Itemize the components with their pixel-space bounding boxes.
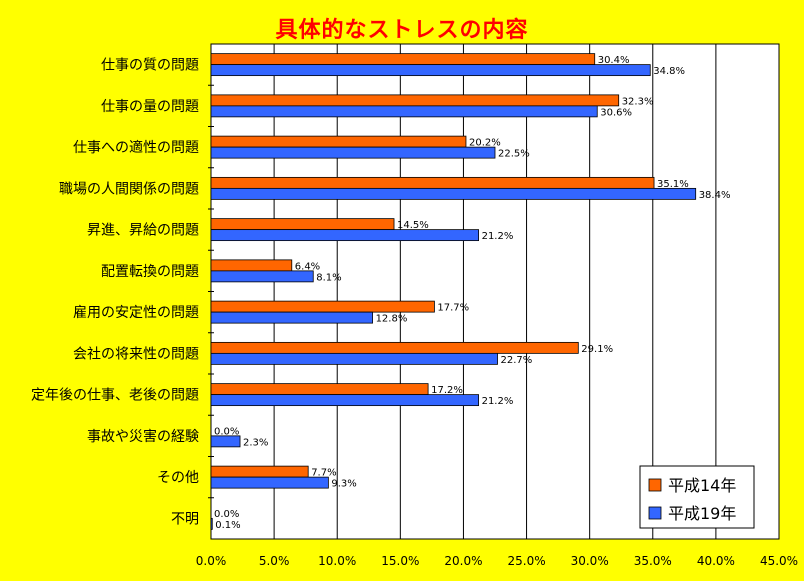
bar-h19	[210, 352, 498, 365]
x-tick-label: 10.0%	[318, 554, 356, 568]
bar-h19	[210, 229, 479, 242]
data-label: 38.4%	[699, 190, 731, 201]
bar-h19	[210, 270, 314, 283]
data-label: 0.0%	[214, 426, 239, 437]
bar-h19	[210, 187, 697, 200]
data-label: 22.7%	[501, 355, 533, 366]
data-label: 20.2%	[469, 138, 501, 149]
category-label: その他	[157, 470, 199, 486]
data-label: 0.0%	[214, 509, 239, 520]
x-tick-label: 40.0%	[697, 554, 735, 568]
data-label: 9.3%	[331, 479, 356, 490]
bar-h14	[210, 465, 309, 478]
data-label: 8.1%	[316, 272, 341, 283]
bar-h14	[210, 53, 596, 66]
data-label: 30.4%	[598, 55, 630, 66]
data-label: 22.5%	[498, 149, 530, 160]
data-label: 14.5%	[397, 220, 429, 231]
data-label: 35.1%	[657, 179, 689, 190]
bar-h14	[210, 176, 655, 189]
bar-h14	[210, 300, 435, 313]
bar-h14	[210, 135, 467, 148]
data-label: 34.8%	[653, 66, 685, 77]
category-label: 配置転換の問題	[101, 264, 199, 280]
legend-swatch	[648, 506, 662, 520]
bar-h14	[210, 218, 395, 231]
data-label: 6.4%	[295, 261, 320, 272]
data-label: 17.7%	[437, 303, 469, 314]
bar-h19	[210, 105, 598, 118]
category-label: 定年後の仕事、老後の問題	[31, 388, 199, 404]
category-label: 職場の人間関係の問題	[59, 181, 199, 197]
legend-label: 平成14年	[668, 476, 736, 495]
category-label: 会社の将来性の問題	[73, 346, 199, 362]
data-label: 7.7%	[311, 468, 336, 479]
category-label: 仕事の質の問題	[101, 58, 199, 74]
bar-h19	[210, 146, 496, 159]
data-label: 0.1%	[215, 520, 240, 531]
x-tick-label: 45.0%	[760, 554, 798, 568]
x-tick-label: 35.0%	[634, 554, 672, 568]
x-tick-label: 30.0%	[571, 554, 609, 568]
category-label: 昇進、昇給の問題	[87, 223, 199, 239]
category-label: 仕事の量の問題	[101, 99, 199, 115]
category-label: 仕事への適性の問題	[73, 139, 199, 156]
bar-h19	[210, 394, 479, 407]
data-label: 17.2%	[431, 385, 463, 396]
plot-area	[210, 43, 780, 540]
category-label: 不明	[171, 511, 199, 527]
category-label: 雇用の安定性の問題	[73, 304, 199, 321]
x-tick-label: 0.0%	[196, 554, 227, 568]
bar-h19	[210, 435, 241, 448]
bar-h14	[210, 383, 429, 396]
bar-h19	[210, 64, 651, 77]
category-label: 事故や災害の経験	[87, 429, 199, 445]
legend-label: 平成19年	[668, 504, 736, 523]
data-label: 12.8%	[376, 314, 408, 325]
bar-h14	[210, 94, 620, 107]
bar-h14	[210, 341, 579, 354]
legend-swatch	[648, 478, 662, 492]
data-label: 21.2%	[482, 231, 514, 242]
x-tick-label: 25.0%	[507, 554, 545, 568]
bar-h19	[210, 517, 213, 530]
chart-title: 具体的なストレスの内容	[275, 18, 529, 43]
data-label: 32.3%	[622, 96, 654, 107]
data-label: 2.3%	[243, 437, 268, 448]
bar-h19	[210, 476, 329, 489]
data-label: 30.6%	[600, 107, 632, 118]
x-tick-label: 15.0%	[381, 554, 419, 568]
data-label: 29.1%	[581, 344, 613, 355]
x-tick-label: 5.0%	[259, 554, 290, 568]
bar-h19	[210, 311, 373, 324]
bar-h14	[210, 259, 293, 272]
x-tick-label: 20.0%	[444, 554, 482, 568]
data-label: 21.2%	[482, 396, 514, 407]
